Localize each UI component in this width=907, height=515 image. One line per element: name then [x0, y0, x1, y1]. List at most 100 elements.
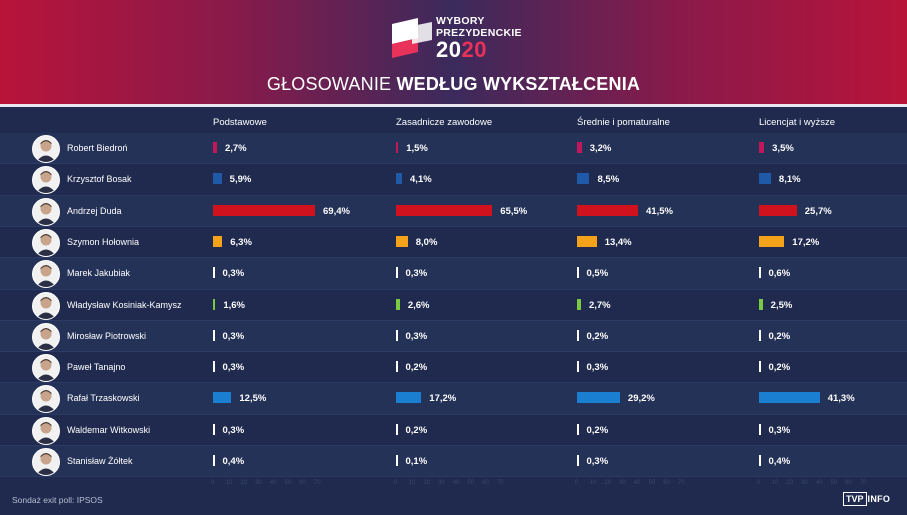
axis-tick-label: 0 — [575, 480, 579, 486]
data-bar — [396, 204, 493, 216]
axis-tick-label: 50 — [467, 480, 475, 486]
candidate-name: Władysław Kosiniak-Kamysz — [67, 299, 182, 310]
candidate-avatar-icon — [32, 197, 60, 226]
data-bar — [577, 173, 590, 185]
column-header-4: Licencjat i wyższe — [759, 117, 836, 128]
data-label: 0,3% — [768, 424, 791, 436]
data-bar — [213, 455, 215, 466]
axis-tick-label: 40 — [269, 480, 277, 486]
axis-tick-label: 30 — [255, 480, 262, 486]
axis-tick-label: 30 — [619, 480, 626, 486]
candidate-avatar-icon — [32, 228, 60, 257]
logo-line-1: WYBORY — [436, 15, 485, 27]
logo-line-2: PREZYDENCKIE — [436, 26, 522, 39]
data-label: 0,6% — [768, 268, 791, 280]
logo-year-part-2: 20 — [461, 37, 487, 62]
data-bar — [577, 392, 620, 404]
data-bar — [213, 142, 217, 153]
candidate-name: Robert Biedroń — [67, 143, 128, 153]
data-label: 0,1% — [405, 456, 428, 467]
data-label: 69,4% — [323, 205, 350, 217]
candidate-name: Rafał Trzaskowski — [67, 393, 140, 404]
axis-tick-label: 30 — [438, 480, 445, 486]
axis-tick-label: 40 — [633, 480, 641, 486]
axis-tick-label: 60 — [299, 480, 306, 486]
data-bar — [759, 298, 763, 310]
row-divider — [0, 194, 907, 196]
row-divider — [0, 225, 907, 227]
data-label: 0,2% — [768, 362, 791, 374]
data-bar — [396, 173, 403, 185]
candidate-row — [0, 133, 907, 164]
header-divider — [0, 104, 907, 107]
axis-tick-label: 40 — [452, 480, 460, 486]
axis-tick-label: 0 — [757, 480, 761, 486]
data-bar — [759, 142, 765, 153]
column-header-2: Zasadnicze zawodowe — [396, 117, 493, 128]
data-bar — [759, 455, 761, 466]
data-label: 8,5% — [597, 174, 620, 186]
row-divider — [0, 445, 907, 446]
candidate-row — [0, 383, 907, 415]
data-label: 13,4% — [604, 236, 632, 248]
data-bar — [577, 204, 638, 216]
candidate-avatar-icon — [32, 354, 60, 383]
row-divider — [0, 163, 907, 165]
candidate-name: Andrzej Duda — [67, 205, 122, 216]
data-label: 8,1% — [778, 174, 801, 186]
candidate-name: Waldemar Witkowski — [67, 424, 151, 435]
row-divider — [0, 257, 907, 259]
data-bar — [577, 235, 597, 247]
axis-tick-label: 60 — [845, 480, 852, 486]
election-logo: WYBORY PREZYDENCKIE 2020 — [392, 14, 522, 64]
data-bar — [577, 298, 581, 310]
data-bar — [213, 329, 215, 341]
data-label: 2,7% — [588, 299, 611, 311]
data-bar — [577, 423, 579, 435]
data-bar — [396, 455, 398, 466]
data-label: 0,5% — [586, 268, 609, 280]
data-bar — [396, 142, 399, 153]
data-label: 41,3% — [827, 393, 855, 405]
candidate-avatar-icon — [32, 448, 60, 476]
candidate-row — [0, 446, 907, 477]
data-label: 17,2% — [429, 393, 457, 405]
axis-tick-label: 50 — [830, 480, 838, 486]
axis-tick-label: 60 — [482, 480, 489, 486]
title-bold: WEDŁUG WYKSZTAŁCENIA — [396, 74, 641, 94]
data-label: 0,4% — [768, 456, 791, 467]
candidate-avatar-icon — [32, 260, 60, 289]
data-label: 0,3% — [222, 424, 245, 436]
row-divider — [0, 319, 907, 321]
data-label: 8,0% — [415, 236, 438, 248]
row-divider — [0, 382, 907, 384]
data-label: 0,2% — [586, 330, 609, 342]
axis-tick-label: 60 — [663, 480, 670, 486]
data-bar — [213, 267, 215, 279]
candidate-name: Paweł Tanajno — [67, 362, 126, 373]
data-label: 29,2% — [627, 393, 655, 405]
logo-year-part-1: 20 — [436, 37, 462, 62]
data-bar — [759, 392, 820, 404]
axis-tick-label: 50 — [284, 480, 292, 486]
tvp-logo-info: INFO — [867, 494, 891, 504]
row-divider — [0, 413, 907, 415]
data-bar — [213, 235, 223, 247]
data-label: 12,5% — [239, 393, 267, 405]
candidate-avatar-icon — [32, 135, 60, 163]
data-bar — [759, 329, 761, 341]
data-bar — [396, 298, 400, 310]
data-label: 0,3% — [405, 330, 428, 342]
data-label: 0,3% — [222, 362, 245, 374]
data-label: 25,7% — [804, 205, 832, 217]
axis-tick-label: 10 — [771, 480, 779, 486]
data-label: 0,2% — [768, 330, 791, 342]
data-bar — [213, 173, 222, 185]
data-bar — [396, 235, 408, 247]
data-label: 0,3% — [586, 456, 609, 467]
title-light: GŁOSOWANIE — [266, 74, 397, 94]
axis-tick-label: 30 — [801, 480, 808, 486]
data-bar — [396, 361, 398, 373]
data-bar — [577, 267, 579, 279]
data-bar — [759, 267, 761, 279]
